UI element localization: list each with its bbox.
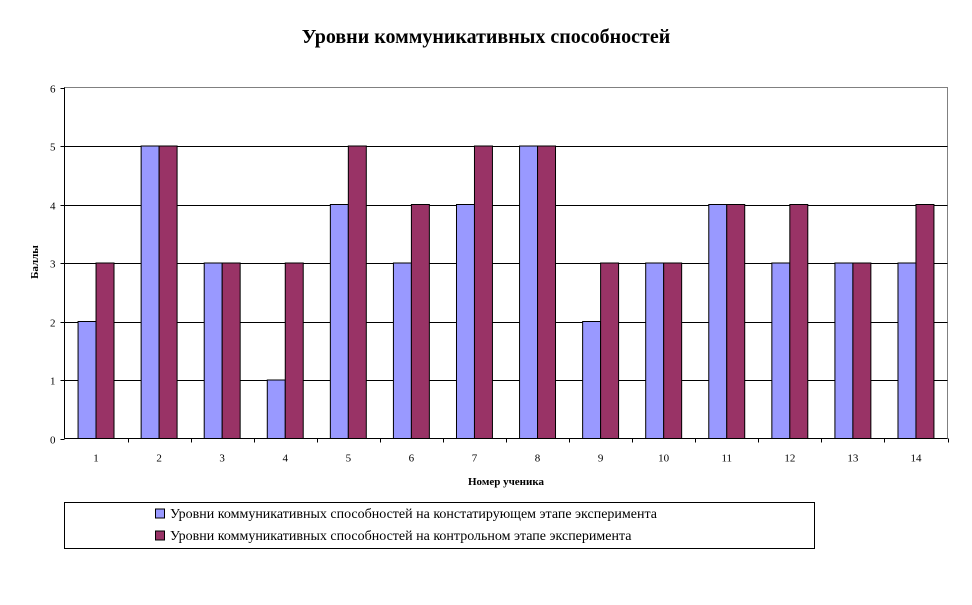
bar-series-1 (897, 262, 917, 439)
x-tick-label: 11 (721, 453, 732, 465)
bar-series-2 (221, 262, 241, 439)
bar-series-1 (140, 145, 160, 439)
y-tick-label: 4 (50, 201, 56, 213)
x-tick-label: 8 (535, 453, 541, 465)
legend: Уровни коммуникативных способностей на к… (64, 502, 815, 549)
x-tick-label: 14 (910, 453, 922, 465)
chart-title: Уровни коммуникативных способностей (302, 26, 671, 48)
bar-series-2 (158, 145, 178, 439)
bar-series-2 (284, 262, 304, 439)
y-tick-label: 1 (50, 376, 56, 388)
bar-series-2 (726, 204, 746, 439)
bar-series-2 (852, 262, 872, 439)
bar-series-1 (392, 262, 412, 439)
y-tick-label: 3 (50, 259, 56, 271)
bar-series-1 (519, 145, 539, 439)
x-tick-label: 6 (409, 453, 415, 465)
bar-series-1 (77, 321, 97, 439)
y-tick-label: 5 (50, 142, 56, 154)
bar-series-1 (329, 204, 349, 439)
bar-series-1 (708, 204, 728, 439)
x-tick-label: 9 (598, 453, 604, 465)
bar-series-1 (771, 262, 791, 439)
x-tick-label: 2 (156, 453, 162, 465)
legend-label: Уровни коммуникативных способностей на к… (170, 529, 632, 544)
bar-series-2 (347, 145, 367, 439)
bar-series-2 (915, 204, 935, 439)
y-axis-title: Баллы (29, 245, 41, 279)
bar-series-1 (203, 262, 223, 439)
bar-series-2 (537, 145, 557, 439)
bar-series-2 (600, 262, 620, 439)
bar-series-2 (473, 145, 493, 439)
legend-swatch (155, 508, 165, 519)
bar-series-1 (582, 321, 602, 439)
x-tick-label: 10 (658, 453, 670, 465)
bar-series-1 (266, 379, 286, 439)
x-tick-label: 7 (472, 453, 478, 465)
x-tick-label: 5 (346, 453, 352, 465)
bar-series-2 (663, 262, 683, 439)
bar-series-2 (789, 204, 809, 439)
legend-box (64, 502, 815, 549)
x-axis-title: Номер ученика (468, 476, 545, 488)
x-tick-label: 13 (847, 453, 859, 465)
x-tick-label: 3 (219, 453, 225, 465)
x-tick-label: 1 (93, 453, 99, 465)
y-tick-label: 0 (50, 435, 56, 447)
y-tick-label: 2 (50, 318, 56, 330)
bar-series-1 (455, 204, 475, 439)
y-tick-label: 6 (50, 84, 56, 96)
bar-series-1 (834, 262, 854, 439)
bar-series-2 (410, 204, 430, 439)
bar-series-1 (645, 262, 665, 439)
bar-series-2 (95, 262, 115, 439)
x-tick-label: 12 (784, 453, 795, 465)
x-tick-label: 4 (283, 453, 289, 465)
legend-swatch (155, 530, 165, 541)
legend-label: Уровни коммуникативных способностей на к… (170, 507, 658, 522)
